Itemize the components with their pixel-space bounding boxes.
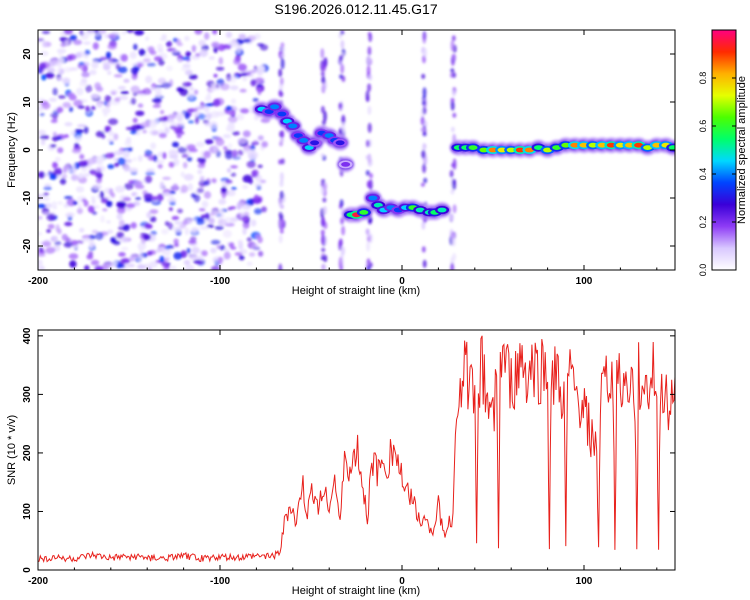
ridge-point	[497, 147, 507, 153]
spectrogram-y-tick-label: 20	[22, 48, 33, 60]
ridge-point	[625, 142, 634, 148]
ridge-point	[373, 202, 383, 208]
snr-y-tick-label: 0	[22, 567, 33, 573]
ridge-point	[579, 142, 589, 148]
ridge-point	[324, 133, 334, 139]
ridge-point	[288, 123, 298, 129]
colorbar-tick-label: 0.2	[698, 216, 708, 229]
ridge-point	[561, 142, 571, 148]
noise-texture	[38, 30, 675, 270]
ridge-point	[341, 162, 351, 167]
colorbar-gradient	[711, 29, 737, 271]
ridge-point	[570, 142, 580, 148]
snr-y-tick-label: 400	[22, 327, 33, 344]
ridge-point	[437, 207, 447, 213]
snr-axes: -200 -100 0 100 0 100 200 300 400	[22, 327, 675, 587]
spectrogram-y-tick-label: 10	[22, 96, 33, 108]
ridge-point	[335, 140, 345, 146]
ridge-point	[652, 142, 662, 148]
spectrogram-image	[38, 30, 675, 270]
ridge-point	[304, 145, 314, 151]
spectrogram-y-tick-label: -20	[22, 238, 33, 253]
snr-panel: -200 -100 0 100 0 100 200 300 400 Height of stra…	[6, 327, 676, 597]
snr-x-tick-label: 0	[399, 576, 405, 587]
snr-frame	[37, 329, 676, 571]
ridge-point	[615, 142, 625, 148]
colorbar-tick-label: 0.6	[698, 120, 708, 133]
spectrogram-y-axis-label: Frequency (Hz)	[6, 112, 18, 188]
ridge-point	[270, 104, 280, 110]
colorbar-tick-label: 0.8	[698, 72, 708, 85]
ridge-point	[643, 145, 653, 151]
ridge-point	[359, 210, 369, 215]
ridge-point	[368, 195, 378, 201]
ridge-point	[634, 142, 644, 148]
ridge-point	[488, 147, 498, 153]
snr-x-tick-label: 100	[576, 576, 593, 587]
spectrogram-y-tick-label: -10	[22, 190, 33, 205]
ridge-point	[515, 147, 525, 153]
snr-y-tick-label: 300	[22, 386, 33, 403]
ridge-point	[597, 142, 607, 148]
snr-series-line	[38, 335, 675, 563]
ridge-point	[293, 133, 303, 139]
ridge-point	[282, 118, 292, 124]
colorbar-tick-label: 0.0	[698, 264, 708, 277]
snr-x-tick-label: -200	[28, 576, 48, 587]
ridge-point	[506, 147, 516, 153]
snr-y-tick-label: 200	[22, 444, 33, 461]
ridge-point	[524, 147, 534, 153]
ridge-point	[543, 147, 553, 153]
snr-x-tick-label: -100	[210, 576, 230, 587]
ridge-point	[310, 140, 320, 146]
spectrogram-x-tick-label: 0	[399, 276, 405, 287]
spectrogram-x-tick-label: -100	[210, 276, 230, 287]
ridge-point	[479, 147, 489, 153]
ridge-point	[277, 111, 287, 117]
spectrogram-x-tick-label: 100	[576, 276, 593, 287]
spectrogram-y-tick-label: 0	[22, 147, 33, 153]
snr-y-tick-label: 100	[22, 503, 33, 520]
snr-x-axis-label: Height of straight line (km)	[292, 585, 420, 597]
ridge-point	[264, 109, 274, 114]
ridge-point	[415, 207, 425, 213]
figure-title: S196.2026.012.11.45.G17	[274, 1, 437, 17]
ridge-point	[552, 145, 562, 151]
colorbar-label: Normalized spectral amplitude	[736, 76, 748, 224]
ridge-point	[606, 142, 616, 148]
colorbar: 0.0 0.2 0.4 0.6 0.8 Normalized spectral ampl…	[698, 29, 748, 277]
spectrogram-x-tick-label: -200	[28, 276, 48, 287]
ridge-point	[588, 142, 598, 148]
ridge-point	[534, 145, 543, 151]
spectrogram-x-axis-label: Height of straight line (km)	[292, 285, 420, 297]
colorbar-ticks: 0.0 0.2 0.4 0.6 0.8	[698, 72, 736, 277]
colorbar-tick-label: 0.4	[698, 168, 708, 181]
snr-y-axis-label: SNR (10 * v/v)	[6, 415, 18, 485]
ridge-point	[299, 138, 309, 143]
ridge-point	[668, 145, 675, 150]
ridge-point	[468, 145, 478, 151]
